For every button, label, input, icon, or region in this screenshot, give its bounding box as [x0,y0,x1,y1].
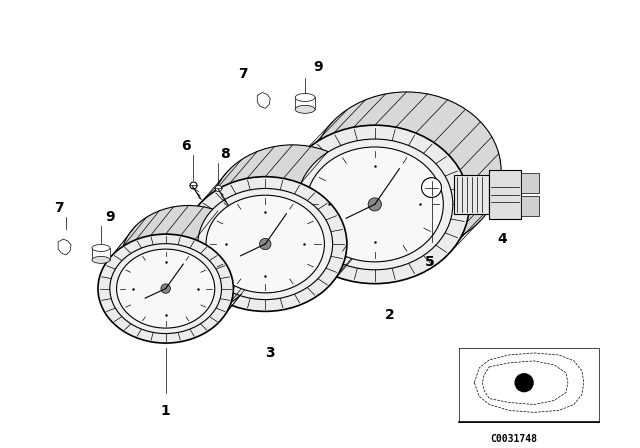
Ellipse shape [306,147,444,262]
Bar [489,170,521,219]
Ellipse shape [92,245,110,251]
Ellipse shape [206,195,324,293]
Bar [92,248,110,260]
Ellipse shape [295,105,315,113]
Bar [521,197,539,216]
Text: 3: 3 [266,346,275,360]
Text: 9: 9 [313,60,323,73]
Text: 7: 7 [239,67,248,81]
Bar [295,98,315,109]
Text: 7: 7 [54,201,64,215]
Text: 6: 6 [181,139,191,153]
Ellipse shape [295,94,315,101]
Text: 1: 1 [161,405,170,418]
Circle shape [368,198,381,211]
Ellipse shape [98,234,234,343]
Ellipse shape [184,177,347,311]
Text: 8: 8 [220,147,230,161]
Ellipse shape [280,125,469,284]
Ellipse shape [92,256,110,263]
Text: 4: 4 [497,232,507,246]
Circle shape [161,284,170,293]
Ellipse shape [211,145,374,280]
Text: 5: 5 [425,255,435,269]
Text: 2: 2 [385,308,395,323]
Ellipse shape [116,249,215,328]
Text: 9: 9 [105,210,115,224]
Bar [454,175,489,214]
Ellipse shape [312,92,501,250]
Ellipse shape [110,244,221,334]
Ellipse shape [297,139,452,270]
Bar [521,173,539,193]
Circle shape [422,178,442,198]
Circle shape [515,374,533,392]
Text: C0031748: C0031748 [491,434,538,444]
Ellipse shape [198,189,333,300]
Circle shape [260,238,271,250]
Ellipse shape [121,206,256,314]
